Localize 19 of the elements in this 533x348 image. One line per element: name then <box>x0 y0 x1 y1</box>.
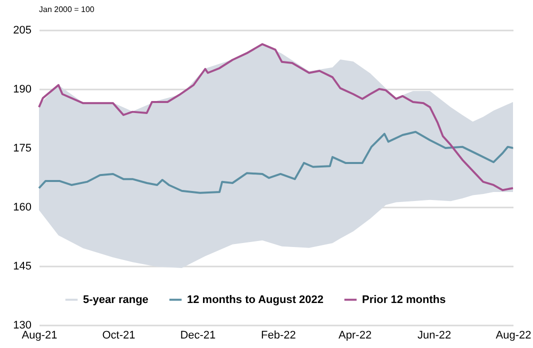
y-tick-label: 160 <box>13 202 32 214</box>
x-tick-label: Oct-21 <box>102 330 136 342</box>
legend-label: 12 months to August 2022 <box>187 294 324 306</box>
x-tick-label: Jun-22 <box>417 330 452 342</box>
line-series <box>38 130 514 194</box>
x-tick-label: Feb-22 <box>261 330 296 342</box>
y-tick-label: 145 <box>13 260 32 272</box>
legend-label: 5-year range <box>83 294 148 306</box>
text: Jan 2000 = 100 <box>39 5 95 14</box>
line-series <box>38 43 514 192</box>
y-tick-label: 190 <box>13 84 32 96</box>
y-tick-label: 175 <box>13 142 32 154</box>
x-tick-label: Apr-22 <box>338 330 372 342</box>
x-tick-label: Aug-22 <box>496 330 532 342</box>
legend-label: Prior 12 months <box>362 294 446 306</box>
y-tick-label: 130 <box>13 320 32 332</box>
x-tick-label: Dec-21 <box>180 330 216 342</box>
x-tick-label: Aug-21 <box>22 330 58 342</box>
y-tick-label: 205 <box>13 24 32 36</box>
